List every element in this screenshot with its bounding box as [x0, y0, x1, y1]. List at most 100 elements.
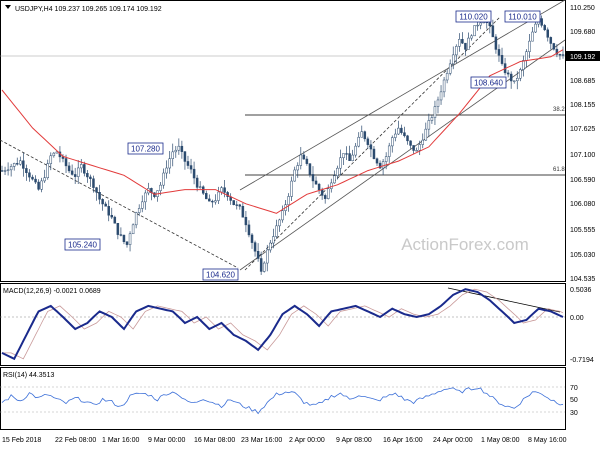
candle-body	[378, 162, 382, 169]
svg-text:105.240: 105.240	[68, 241, 97, 250]
candle-body	[244, 216, 248, 226]
candle-body	[19, 160, 22, 165]
candle-body	[25, 168, 28, 174]
candle-body	[281, 210, 284, 221]
candle-body	[323, 195, 327, 199]
macd-signal-line	[2, 288, 564, 360]
annotation-108640: 108.640	[470, 76, 507, 89]
candle-body	[525, 51, 528, 61]
fib-618-label: 61.8	[553, 167, 565, 173]
candle-body	[174, 149, 178, 153]
candle-body	[308, 163, 312, 175]
candles-group	[0, 14, 565, 275]
svg-text:104.620: 104.620	[206, 271, 235, 280]
candle-body	[357, 136, 360, 147]
candle-body	[86, 173, 89, 178]
candle-body	[37, 181, 40, 190]
candle-body	[427, 120, 431, 130]
candle-body	[296, 165, 299, 171]
candle-body	[320, 189, 324, 196]
candle-body	[366, 138, 370, 145]
candle-body	[391, 137, 394, 147]
candle-body	[305, 158, 309, 164]
price-label: 107.625	[570, 126, 595, 133]
price-label: 108.685	[570, 78, 595, 85]
rsi-axis-label: 70	[570, 385, 578, 392]
down-trend-line	[0, 139, 239, 269]
candle-body	[330, 182, 333, 189]
time-label: 22 Feb 08:00	[55, 437, 96, 444]
candle-body	[506, 72, 510, 75]
candle-body	[494, 36, 498, 50]
candle-body	[317, 183, 321, 191]
candle-body	[80, 164, 83, 169]
candle-body	[119, 234, 123, 236]
candle-body	[259, 258, 263, 272]
candle-body	[467, 37, 470, 50]
candle-body	[83, 164, 86, 174]
candle-body	[348, 153, 351, 161]
candle-body	[223, 187, 226, 193]
candle-body	[421, 139, 424, 145]
svg-text:110.020: 110.020	[459, 13, 488, 22]
candle-body	[278, 219, 281, 227]
candle-body	[406, 135, 409, 142]
time-label: 24 Apr 00:00	[433, 437, 473, 444]
svg-text:108.640: 108.640	[474, 79, 503, 88]
candle-body	[104, 203, 107, 207]
candle-body	[189, 165, 193, 170]
candle-body	[64, 158, 68, 167]
price-label: 108.155	[570, 102, 595, 109]
candle-body	[470, 35, 473, 39]
candle-body	[445, 73, 449, 81]
candle-body	[552, 43, 556, 50]
candle-body	[180, 145, 184, 152]
candle-body	[183, 151, 187, 162]
candle-body	[351, 154, 354, 161]
candle-body	[208, 198, 211, 202]
candle-body	[55, 151, 59, 154]
candle-body	[262, 262, 266, 272]
candle-body	[451, 54, 455, 65]
candle-body	[546, 29, 550, 38]
candle-body	[458, 39, 461, 47]
candle-body	[134, 212, 138, 226]
candle-body	[342, 153, 345, 159]
candle-body	[256, 251, 260, 259]
candle-body	[387, 145, 391, 157]
candle-body	[128, 233, 132, 245]
candle-body	[339, 157, 342, 169]
time-label: 8 May 16:00	[528, 437, 567, 444]
candle-body	[534, 23, 537, 33]
candle-body	[531, 31, 534, 42]
candle-body	[464, 42, 467, 50]
price-label: 104.535	[570, 276, 595, 283]
candle-body	[400, 127, 403, 133]
current-price-label: 109.192	[570, 54, 595, 61]
candle-body	[476, 24, 479, 27]
time-label: 16 Apr 16:00	[383, 437, 423, 444]
candle-body	[205, 193, 208, 200]
candle-body	[299, 154, 303, 166]
candle-body	[436, 99, 440, 107]
time-axis: 15 Feb 2018 22 Feb 08:00 1 Mar 16:00 9 M…	[2, 437, 567, 444]
candle-body	[144, 192, 147, 203]
candle-body	[302, 154, 306, 160]
candle-body	[272, 236, 275, 244]
macd-divergence-line	[447, 287, 561, 313]
candle-body	[372, 148, 376, 159]
candle-body	[141, 201, 144, 209]
collapse-triangle-icon[interactable]	[5, 5, 11, 9]
candle-body	[15, 163, 19, 165]
price-label: 106.080	[570, 201, 595, 208]
candle-body	[49, 155, 53, 164]
candle-body	[375, 158, 379, 164]
candle-body	[516, 77, 519, 82]
candle-body	[211, 200, 214, 203]
candle-body	[195, 177, 199, 188]
candle-body	[509, 73, 513, 82]
candle-body	[439, 91, 443, 101]
macd-title: MACD(12,26,9) -0.0021 0.0689	[3, 288, 101, 295]
